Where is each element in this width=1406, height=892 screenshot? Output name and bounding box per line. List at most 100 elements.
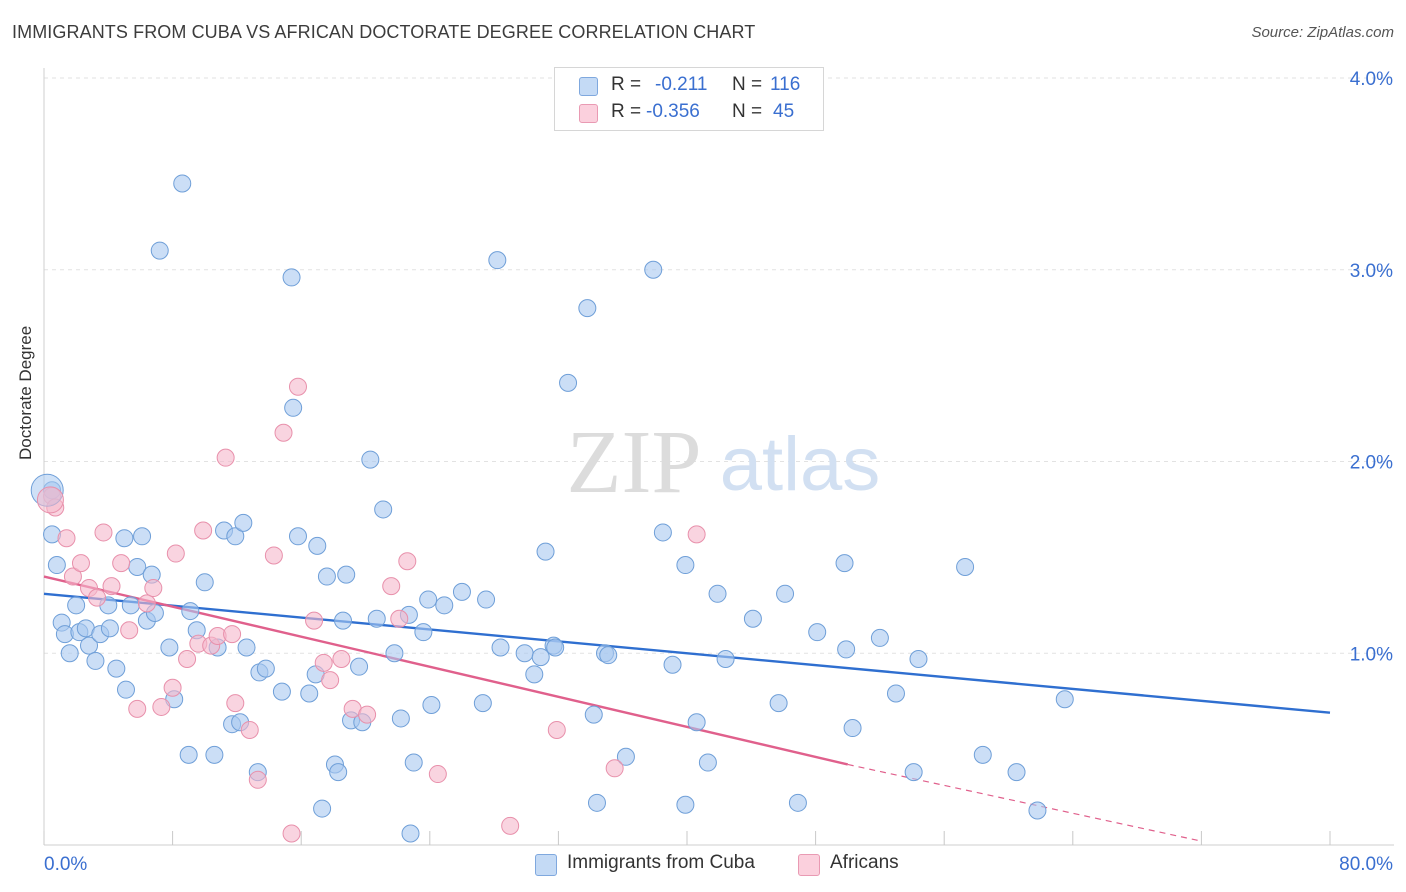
- chart-title: IMMIGRANTS FROM CUBA VS AFRICAN DOCTORAT…: [12, 22, 756, 42]
- cuba-point: [653, 523, 672, 542]
- y-tick-label: 3.0%: [1350, 261, 1393, 282]
- cuba-swatch: [579, 77, 598, 96]
- cuba-point: [237, 638, 256, 657]
- cuba-point: [599, 646, 618, 665]
- cuba-point: [584, 705, 603, 724]
- series-legend: Immigrants from Cuba Africans: [0, 852, 1406, 878]
- stats-legend: R = -0.211 N = 116 R = -0.356 N = 45: [554, 67, 824, 131]
- cuba-point: [86, 651, 105, 670]
- cuba-point: [300, 684, 319, 703]
- africans-point: [248, 770, 267, 789]
- cuba-point: [107, 659, 126, 678]
- cuba-point: [226, 527, 245, 546]
- watermark-zip: ZIP: [567, 413, 702, 512]
- cuba-point: [195, 573, 214, 592]
- africans-point: [120, 621, 139, 640]
- x-tick-label: 80.0%: [1339, 854, 1393, 875]
- cuba-point: [676, 556, 695, 575]
- cuba-point: [663, 655, 682, 674]
- cuba-point: [385, 644, 404, 663]
- africans-point: [305, 611, 324, 630]
- africans-point: [314, 653, 333, 672]
- cuba-point: [391, 709, 410, 728]
- africans-point: [390, 609, 409, 628]
- cuba-point: [525, 665, 544, 684]
- africans-point: [223, 625, 242, 644]
- cuba-point: [133, 527, 152, 546]
- cuba-point: [473, 694, 492, 713]
- cuba-point: [333, 611, 352, 630]
- cuba-point: [374, 500, 393, 519]
- cuba-point: [587, 793, 606, 812]
- cuba-point: [272, 682, 291, 701]
- cuba-point: [337, 565, 356, 584]
- cuba-point: [121, 596, 140, 615]
- cuba-point: [698, 753, 717, 772]
- cuba-point: [256, 659, 275, 678]
- cuba-point: [808, 623, 827, 642]
- africans-point: [321, 671, 340, 690]
- cuba-point: [234, 513, 253, 532]
- africans-point: [137, 594, 156, 613]
- cuba-point: [843, 719, 862, 738]
- africans-point: [112, 554, 131, 573]
- cuba-point: [909, 650, 928, 669]
- cuba-point: [308, 536, 327, 555]
- africans-point: [288, 377, 307, 396]
- africans-trend-line: [43, 575, 849, 766]
- cuba-point: [973, 745, 992, 764]
- cuba-point: [531, 648, 550, 667]
- source-label: Source: ZipAtlas.com: [1251, 24, 1394, 41]
- y-tick-label: 1.0%: [1350, 644, 1393, 665]
- africans-point: [94, 523, 113, 542]
- cuba-point: [708, 584, 727, 603]
- africans-point: [547, 720, 566, 739]
- cuba-point: [179, 745, 198, 764]
- cuba-point: [100, 619, 119, 638]
- africans-point: [194, 521, 213, 540]
- cuba-point: [435, 596, 454, 615]
- cuba-point: [835, 554, 854, 573]
- r-value: -0.211: [655, 74, 708, 95]
- tick-labels: 1.0% 2.0% 3.0% 4.0% 0.0% 80.0%: [44, 69, 1393, 875]
- cuba-point: [743, 609, 762, 628]
- africans-point: [282, 824, 301, 843]
- cuba-point: [837, 640, 856, 659]
- africans-point: [216, 448, 235, 467]
- cuba-point: [282, 268, 301, 287]
- africans-point: [36, 486, 64, 514]
- africans-swatch: [579, 104, 598, 123]
- africans-point: [226, 694, 245, 713]
- cuba-point: [361, 450, 380, 469]
- cuba-point: [288, 527, 307, 546]
- africans-point: [63, 567, 82, 586]
- cuba-point: [956, 557, 975, 576]
- r-label: R =: [611, 74, 642, 95]
- africans-point: [163, 678, 182, 697]
- grid-lines: [44, 77, 1394, 654]
- cuba-point: [60, 644, 79, 663]
- cuba-point: [546, 638, 565, 657]
- cuba-point: [313, 799, 332, 818]
- x-tick-label: 0.0%: [44, 854, 87, 875]
- cuba-point: [788, 793, 807, 812]
- cuba-point: [1007, 763, 1026, 782]
- africans-point: [88, 588, 107, 607]
- cuba-point: [452, 582, 471, 601]
- cuba-point: [886, 684, 905, 703]
- cuba-point: [414, 623, 433, 642]
- legend-label-cuba: Immigrants from Cuba: [567, 852, 755, 873]
- africans-point: [358, 705, 377, 724]
- africans-point: [687, 525, 706, 544]
- cuba-point: [776, 584, 795, 603]
- cuba-point: [616, 747, 635, 766]
- cuba-point: [491, 638, 510, 657]
- cuba-point: [67, 596, 86, 615]
- axes: [43, 68, 1394, 846]
- africans-point: [501, 816, 520, 835]
- cuba-point: [115, 529, 134, 548]
- africans-point: [57, 529, 76, 548]
- cuba-point: [676, 795, 695, 814]
- cuba-point: [870, 628, 889, 647]
